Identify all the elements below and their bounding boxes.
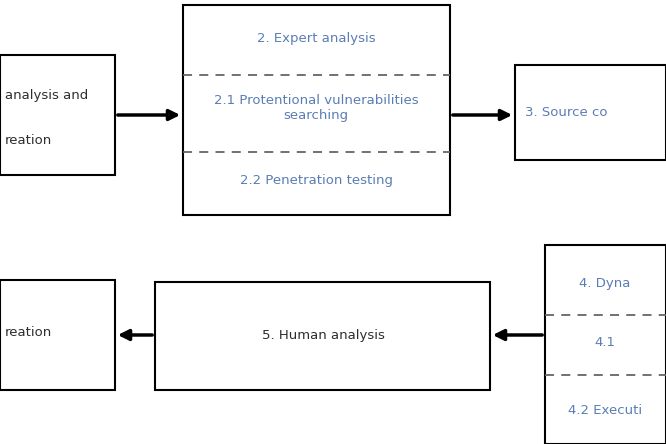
Bar [0,280,115,390]
Text: 5. Human analysis: 5. Human analysis [262,329,384,341]
Text: 4.2 Executi: 4.2 Executi [568,404,642,416]
Text: reation: reation [5,134,52,147]
Text: 4.1: 4.1 [595,337,615,349]
Bar [183,5,450,215]
Text: 3. Source co: 3. Source co [525,106,607,119]
Text: 2. Expert analysis: 2. Expert analysis [256,32,376,44]
Text: reation: reation [5,326,52,340]
Text: 2.2 Penetration testing: 2.2 Penetration testing [240,174,392,186]
Bar [155,282,490,390]
Text: 2.1 Protentional vulnerabilities
searching: 2.1 Protentional vulnerabilities searchi… [214,94,418,122]
Bar [0,55,115,175]
Text: analysis and: analysis and [5,88,89,102]
Bar [545,245,666,444]
Bar [515,65,666,160]
Text: 4. Dyna: 4. Dyna [579,277,631,289]
